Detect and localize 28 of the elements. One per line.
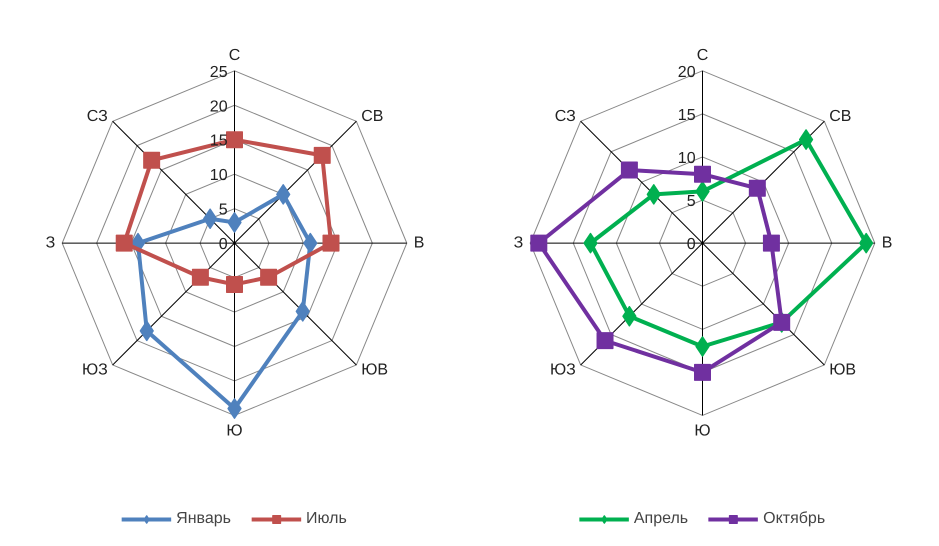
y-tick-label: 20 — [678, 64, 696, 81]
spoke-label: СВ — [829, 108, 852, 125]
spoke-label: З — [514, 234, 524, 252]
spoke-label: ЮЗ — [82, 361, 108, 378]
y-tick-label: 25 — [210, 64, 228, 81]
y-tick-label: 10 — [678, 150, 696, 167]
y-tick-label: 5 — [218, 202, 228, 219]
spoke-label: Ю — [226, 422, 243, 440]
legend-label: Апрель — [634, 510, 688, 528]
spoke-label: ЮВ — [829, 361, 856, 378]
spoke-label: С — [228, 46, 240, 64]
legend-label: Июль — [306, 510, 347, 528]
spoke-label: Ю — [694, 422, 711, 440]
spoke-label: ЮЗ — [550, 361, 576, 378]
spoke-label: СЗ — [86, 108, 108, 125]
spoke-label: З — [46, 234, 56, 252]
y-tick-label: 15 — [678, 106, 696, 124]
spoke-label: СВ — [361, 108, 384, 125]
y-tick-label: 10 — [210, 167, 228, 184]
spoke-label: СЗ — [554, 108, 576, 125]
spoke-label: С — [696, 46, 708, 64]
spoke-label: В — [414, 234, 424, 252]
spoke-label: ЮВ — [361, 361, 388, 378]
spoke-label: В — [882, 234, 892, 252]
legend-label: Январь — [176, 510, 232, 528]
y-tick-label: 5 — [686, 193, 696, 210]
legend-label: Октябрь — [763, 510, 826, 528]
y-tick-label: 20 — [210, 98, 228, 116]
